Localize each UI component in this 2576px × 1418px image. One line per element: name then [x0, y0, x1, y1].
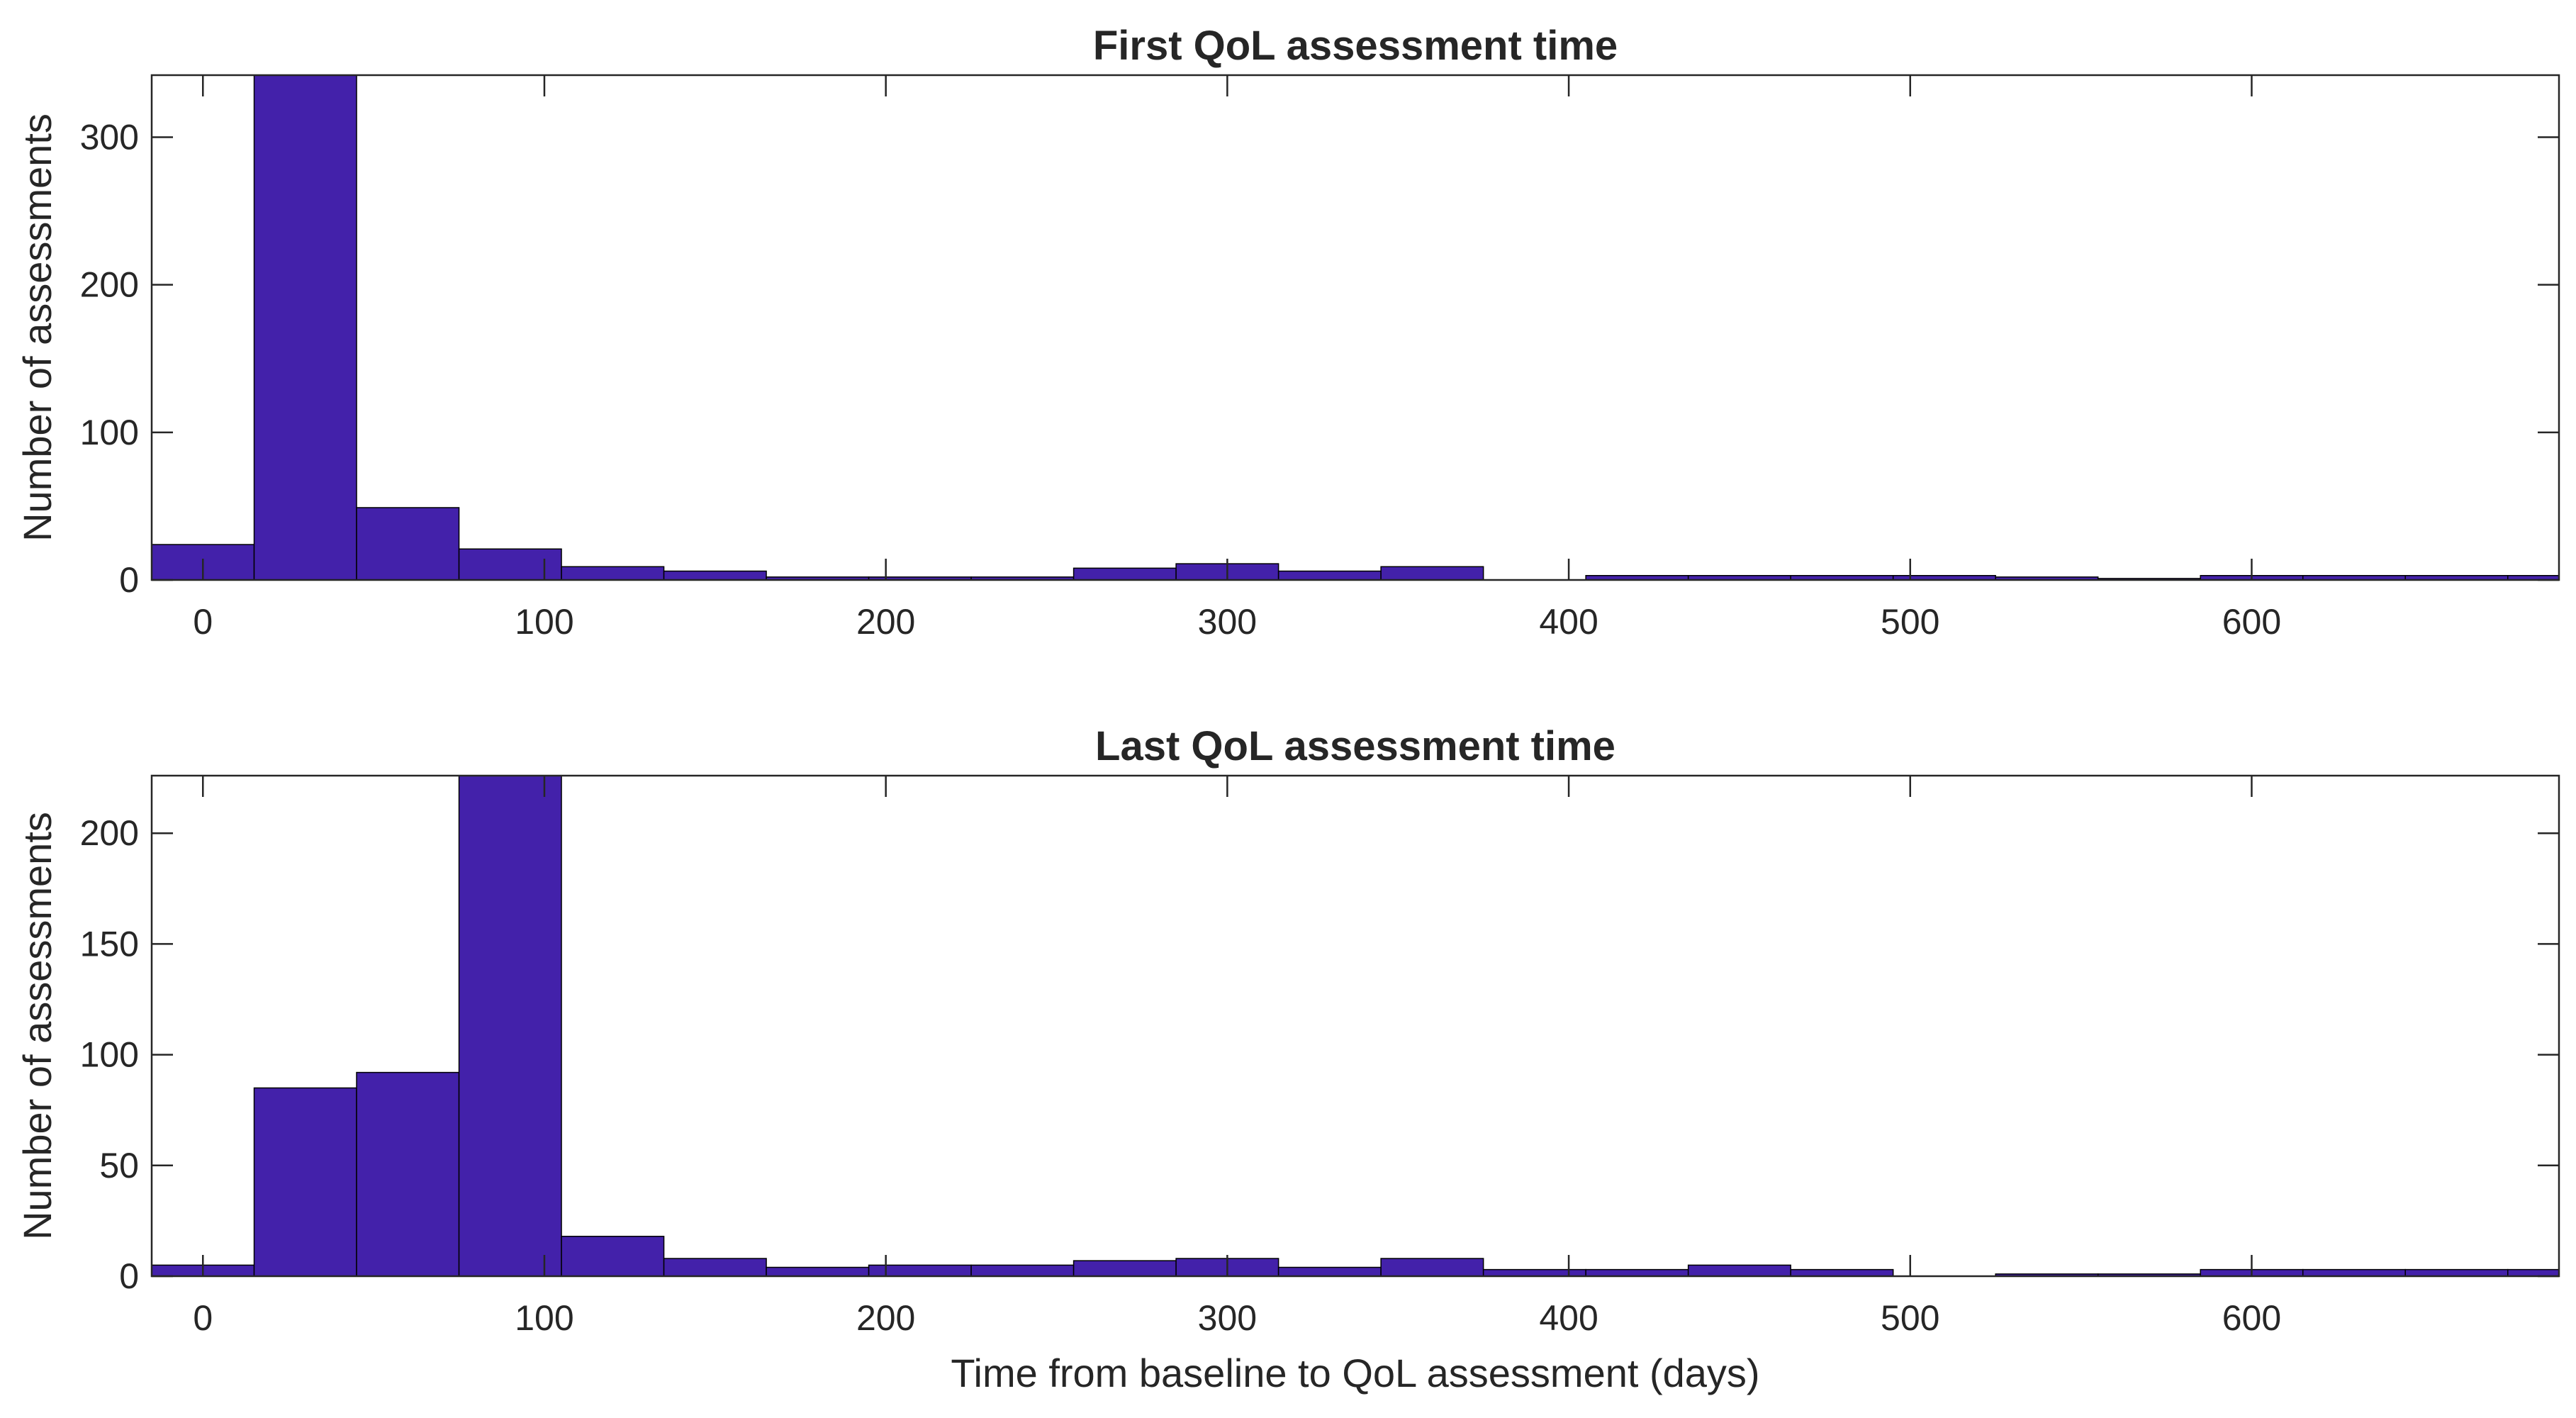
chart2-bar-15: [1687, 1264, 1791, 1276]
chart1-ytick-label: 300: [80, 117, 139, 157]
chart2-bar-11: [1277, 1266, 1382, 1276]
chart1-ytick-label: 0: [119, 560, 139, 600]
chart2-ytick-label: 0: [119, 1256, 139, 1296]
chart2-ylabel: Number of assessments: [15, 812, 60, 1240]
chart1-axes-frame: [150, 74, 2560, 581]
chart1-bar-5: [663, 570, 767, 580]
chart1-xtick-label: 200: [856, 602, 915, 642]
chart2-bar-6: [766, 1266, 870, 1276]
chart2-bar-23: [2507, 1268, 2559, 1276]
chart2-xtick-label: 100: [515, 1298, 573, 1338]
chart1-bar-11: [1277, 570, 1382, 580]
chart1-bar-1: [253, 75, 357, 580]
chart2-ytick-label: 100: [80, 1035, 139, 1075]
chart2-bar-3: [458, 776, 562, 1276]
chart2-ytick-label: 200: [80, 813, 139, 853]
chart2-xtick-label: 500: [1881, 1298, 1939, 1338]
chart2-bar-5: [663, 1258, 767, 1276]
chart2-xtick-label: 200: [856, 1298, 915, 1338]
chart2-bar-8: [970, 1264, 1075, 1276]
chart2-xtick-label: 600: [2222, 1298, 2281, 1338]
chart1-xtick-label: 400: [1539, 602, 1598, 642]
chart2-bar-12: [1380, 1258, 1484, 1276]
chart2-xtick-label: 300: [1198, 1298, 1257, 1338]
chart2-axes-frame: [150, 774, 2560, 1278]
chart2-bar-2: [356, 1071, 460, 1276]
chart1-bar-9: [1073, 567, 1177, 580]
chart1-bar-12: [1380, 566, 1484, 580]
chart1-title: First QoL assessment time: [1093, 23, 1618, 69]
chart1-xtick-label: 500: [1881, 602, 1939, 642]
chart2-title: Last QoL assessment time: [1095, 723, 1615, 769]
chart2-bar-13: [1482, 1268, 1586, 1276]
chart1-xtick-label: 300: [1198, 602, 1257, 642]
chart2-bar-16: [1790, 1268, 1894, 1276]
chart1-xtick-label: 600: [2222, 602, 2281, 642]
chart2-bar-7: [868, 1264, 972, 1276]
chart2-bar-1: [253, 1087, 357, 1276]
chart1-ytick-label: 100: [80, 413, 139, 452]
chart1-xtick-label: 100: [515, 602, 573, 642]
chart1-ytick-label: 200: [80, 265, 139, 305]
chart1-ylabel: Number of assessments: [15, 113, 60, 542]
chart2-ytick-label: 50: [99, 1146, 139, 1185]
chart2-xtick-label: 0: [193, 1298, 213, 1338]
chart2-bar-4: [561, 1236, 665, 1276]
chart2-xlabel: Time from baseline to QoL assessment (da…: [951, 1351, 1759, 1395]
chart2-xtick-label: 400: [1539, 1298, 1598, 1338]
chart2-bar-9: [1073, 1260, 1177, 1276]
chart2-bar-14: [1585, 1268, 1689, 1276]
chart2-bar-21: [2302, 1268, 2406, 1276]
chart2-ytick-label: 150: [80, 924, 139, 964]
chart1-xtick-label: 0: [193, 602, 213, 642]
chart1-bar-4: [561, 566, 665, 580]
chart1-bar-2: [356, 507, 460, 580]
chart2-bar-22: [2404, 1268, 2509, 1276]
chart1-bar-3: [458, 548, 562, 580]
